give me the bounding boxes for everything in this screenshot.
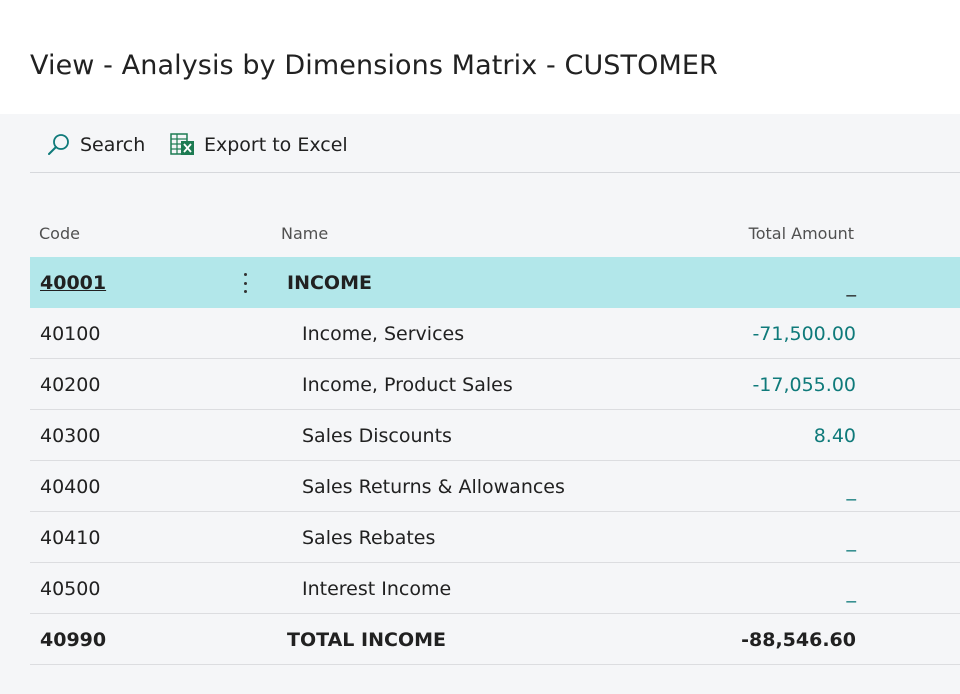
table-row[interactable]: 40200 Income, Product Sales -17,055.00: [30, 359, 960, 410]
row-amount[interactable]: _: [846, 275, 857, 297]
table-row[interactable]: 40410 Sales Rebates _: [30, 512, 960, 563]
search-button[interactable]: Search: [46, 131, 145, 159]
row-code: 40500: [40, 578, 101, 600]
page-title: View - Analysis by Dimensions Matrix - C…: [30, 50, 718, 81]
content-area: Search Export to Excel Code Name Total A…: [0, 114, 960, 694]
row-code: 40400: [40, 476, 101, 498]
search-label: Search: [80, 134, 146, 156]
table-row[interactable]: 40100 Income, Services -71,500.00: [30, 308, 960, 359]
table-row[interactable]: 40500 Interest Income _: [30, 563, 960, 614]
export-to-excel-button[interactable]: Export to Excel: [170, 131, 348, 159]
excel-icon: [170, 132, 196, 158]
column-header-total-amount[interactable]: Total Amount: [748, 224, 854, 243]
column-header-code[interactable]: Code: [39, 224, 80, 243]
column-header-name[interactable]: Name: [281, 224, 329, 243]
row-name: Income, Services: [302, 323, 465, 345]
row-amount[interactable]: _: [846, 479, 857, 501]
page-header: View - Analysis by Dimensions Matrix - C…: [0, 0, 960, 114]
row-amount[interactable]: -17,055.00: [752, 374, 856, 396]
row-code: 40300: [40, 425, 101, 447]
row-code: 40200: [40, 374, 101, 396]
row-name: TOTAL INCOME: [287, 629, 446, 651]
row-amount[interactable]: _: [846, 581, 857, 603]
row-code: 40100: [40, 323, 101, 345]
row-code-link[interactable]: 40001: [40, 272, 107, 294]
row-amount[interactable]: 8.40: [813, 425, 856, 447]
row-name: Interest Income: [302, 578, 452, 600]
table-row[interactable]: 40400 Sales Returns & Allowances _: [30, 461, 960, 512]
row-amount[interactable]: -71,500.00: [752, 323, 856, 345]
rows: 40001 INCOME _ 40100 Income, Services -7…: [30, 257, 960, 665]
row-code: 40990: [40, 629, 107, 651]
search-icon: [46, 132, 72, 158]
row-name: Sales Discounts: [302, 425, 452, 447]
table-row-total[interactable]: 40990 TOTAL INCOME -88,546.60: [30, 614, 960, 665]
row-name: Income, Product Sales: [302, 374, 513, 396]
row-code: 40410: [40, 527, 101, 549]
row-name: INCOME: [287, 272, 372, 294]
row-amount[interactable]: -88,546.60: [741, 629, 856, 651]
table-row[interactable]: 40300 Sales Discounts 8.40: [30, 410, 960, 461]
table-row[interactable]: 40001 INCOME _: [30, 257, 960, 308]
row-amount[interactable]: _: [846, 530, 857, 552]
row-actions-icon[interactable]: [235, 270, 255, 296]
export-label: Export to Excel: [204, 134, 348, 156]
action-bar: Search Export to Excel: [30, 114, 960, 173]
row-name: Sales Returns & Allowances: [302, 476, 565, 498]
row-name: Sales Rebates: [302, 527, 436, 549]
